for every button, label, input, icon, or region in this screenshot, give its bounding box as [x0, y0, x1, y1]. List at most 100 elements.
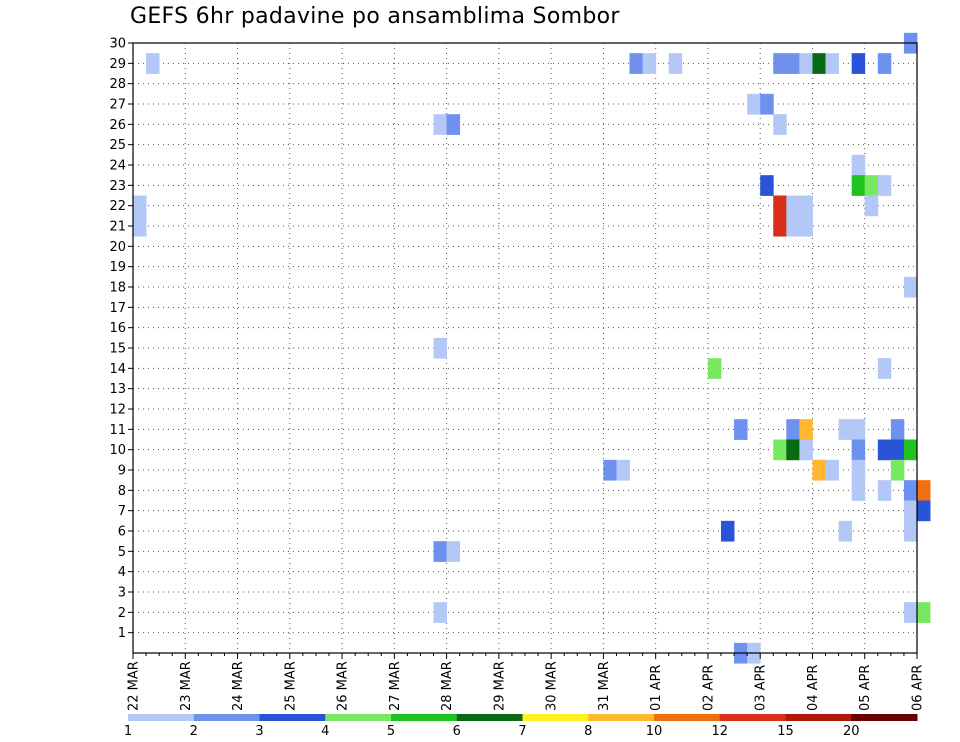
x-tick-label: 26 MAR — [336, 661, 351, 711]
y-tick-label: 19 — [109, 260, 126, 275]
data-cell — [786, 439, 800, 461]
data-cell — [799, 439, 813, 461]
data-cell — [760, 93, 774, 115]
x-tick-label: 06 APR — [911, 665, 926, 711]
y-tick-label: 24 — [109, 159, 126, 174]
x-tick-label: 04 APR — [806, 665, 821, 711]
x-tick-label: 05 APR — [858, 665, 873, 711]
data-cell — [799, 215, 813, 237]
x-tick-label: 31 MAR — [597, 661, 612, 711]
colorbar-label: 7 — [518, 724, 526, 739]
x-tick-label: 27 MAR — [388, 661, 403, 711]
y-tick-label: 3 — [118, 586, 126, 601]
y-tick-label: 9 — [118, 464, 126, 479]
colorbar-segment — [719, 714, 786, 721]
data-cell — [903, 276, 918, 298]
x-tick-label: 24 MAR — [231, 661, 246, 711]
data-cell — [799, 53, 813, 74]
y-tick-label: 30 — [109, 37, 126, 52]
colorbar-label: 8 — [584, 724, 592, 739]
colorbar-segment — [851, 714, 918, 721]
data-cell — [851, 175, 866, 196]
colorbar-label: 4 — [321, 724, 329, 739]
colorbar: 1 2 3 4 5 6 7 8 10 12 15 20 — [124, 714, 918, 739]
data-cell — [799, 195, 813, 217]
colorbar-segment — [193, 714, 260, 721]
data-cell — [786, 419, 800, 440]
data-cell — [786, 215, 800, 237]
data-cell — [851, 439, 866, 461]
data-cell — [877, 175, 892, 196]
colorbar-label: 3 — [255, 724, 263, 739]
data-cell — [133, 215, 147, 237]
data-cell — [433, 541, 447, 562]
data-cell — [851, 480, 866, 501]
y-tick-label: 18 — [109, 281, 126, 296]
data-cell — [903, 602, 918, 623]
y-tick-label: 27 — [109, 98, 126, 113]
colorbar-segment — [522, 714, 589, 721]
y-tick-label: 25 — [109, 138, 126, 153]
colorbar-segment — [785, 714, 852, 721]
data-cell — [616, 459, 630, 481]
data-cell — [668, 53, 683, 74]
y-tick-label: 20 — [109, 240, 126, 255]
data-cell — [786, 195, 800, 217]
x-tick-label: 01 APR — [649, 665, 664, 711]
y-tick-label: 10 — [109, 443, 126, 458]
x-tick-label: 30 MAR — [545, 661, 560, 711]
y-tick-label: 26 — [109, 118, 126, 133]
x-tick-label: 03 APR — [754, 665, 769, 711]
data-cell — [903, 439, 918, 461]
y-tick-label: 1 — [118, 626, 126, 641]
data-cell — [433, 337, 447, 359]
y-tick-label: 29 — [109, 57, 126, 72]
data-cell — [877, 53, 892, 74]
x-tick-label: 28 MAR — [440, 661, 455, 711]
data-cell — [603, 459, 617, 481]
colorbar-label: 20 — [843, 724, 860, 739]
colorbar-label: 6 — [453, 724, 461, 739]
y-tick-label: 15 — [109, 342, 126, 357]
data-cell — [433, 602, 447, 623]
data-cell — [773, 114, 787, 135]
data-cell — [851, 154, 866, 176]
data-cell — [838, 520, 853, 542]
data-cell — [877, 439, 892, 461]
data-cell — [629, 53, 643, 74]
colorbar-segment — [588, 714, 655, 721]
y-tick-label: 11 — [109, 423, 126, 438]
y-tick-label: 4 — [118, 565, 126, 580]
data-cell — [642, 53, 657, 74]
colorbar-label: 2 — [190, 724, 198, 739]
data-cell — [864, 195, 879, 217]
data-cell — [721, 520, 735, 542]
y-tick-label: 14 — [109, 362, 126, 377]
data-cell — [851, 419, 866, 440]
data-cell — [446, 114, 461, 135]
plot-area — [133, 43, 917, 653]
data-cell — [760, 175, 774, 196]
data-cell — [773, 195, 787, 217]
data-cell — [825, 53, 839, 74]
data-cell — [917, 500, 931, 522]
x-tick-label: 29 MAR — [492, 661, 507, 711]
data-cell — [851, 53, 866, 74]
x-tick-label: 22 MAR — [127, 661, 142, 711]
y-tick-label: 7 — [118, 504, 126, 519]
data-cell — [773, 439, 787, 461]
data-cell — [773, 53, 787, 74]
colorbar-segment — [654, 714, 721, 721]
y-tick-label: 28 — [109, 77, 126, 92]
data-cells — [133, 32, 931, 664]
y-tick-label: 23 — [109, 179, 126, 194]
data-cell — [903, 480, 918, 501]
y-tick-label: 5 — [118, 545, 126, 560]
data-cell — [446, 541, 461, 562]
y-tick-label: 16 — [109, 321, 126, 336]
y-tick-label: 17 — [109, 301, 126, 316]
colorbar-label: 15 — [777, 724, 794, 739]
colorbar-label: 5 — [387, 724, 395, 739]
y-tick-label: 2 — [118, 606, 126, 621]
